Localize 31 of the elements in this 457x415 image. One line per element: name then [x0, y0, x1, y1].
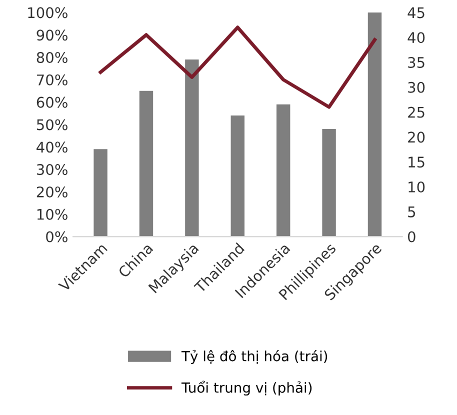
y2-tick-label: 5	[408, 206, 416, 218]
legend-label: Tỷ lệ đô thị hóa (trái)	[181, 350, 328, 364]
y2-tick-label: 45	[408, 7, 424, 18]
bar	[322, 128, 336, 237]
bar	[368, 12, 382, 237]
bar	[94, 149, 108, 237]
y2-tick-label: 0	[408, 231, 416, 242]
y2-tick-label: 30	[408, 82, 425, 93]
y-tick-label: 10%	[37, 208, 68, 220]
y2-tick-label: 40	[408, 32, 425, 44]
legend-label: Tuổi trung vị (phải)	[181, 380, 312, 396]
bar	[276, 104, 290, 237]
y2-tick-label: 15	[408, 156, 424, 168]
bar	[139, 90, 154, 237]
y-tick-label: 30%	[36, 164, 68, 176]
y2-tick-label: 25	[408, 106, 424, 118]
line-series	[98, 26, 376, 109]
y-tick-label: 80%	[36, 52, 68, 64]
y-tick-label: 20%	[36, 186, 68, 198]
y-tick-label: 90%	[36, 30, 68, 41]
y2-tick-label: 10	[408, 181, 425, 192]
y-tick-label: 40%	[36, 142, 68, 153]
bar	[185, 60, 199, 237]
y2-tick-label: 20	[408, 132, 425, 143]
bar	[230, 116, 244, 237]
y-tick-label: 50%	[36, 119, 68, 130]
y-tick-label: 60%	[36, 96, 68, 108]
y-tick-label: 100%	[28, 7, 68, 18]
y2-tick-label: 35	[408, 56, 424, 68]
y-tick-label: 0%	[46, 231, 68, 242]
y-tick-label: 70%	[37, 74, 68, 86]
